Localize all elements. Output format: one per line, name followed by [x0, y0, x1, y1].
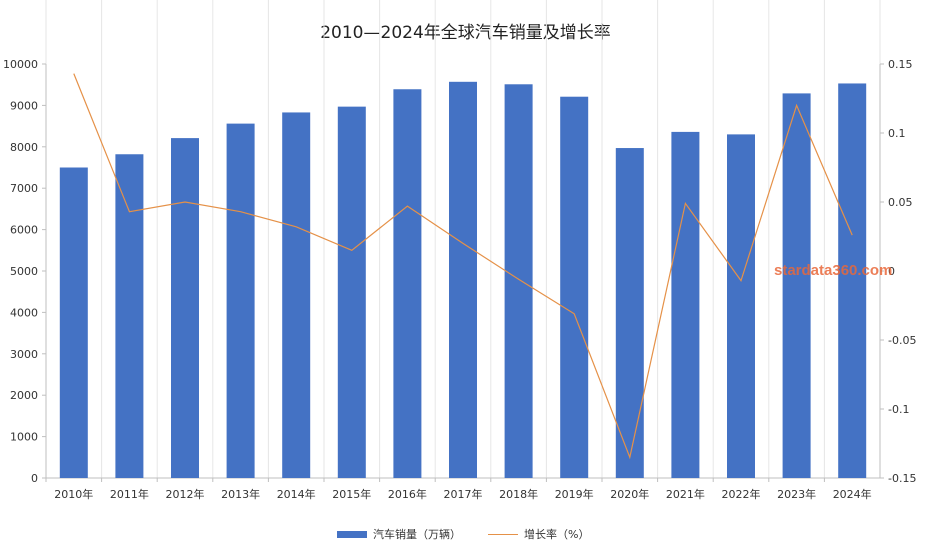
x-tick-label: 2017年 [444, 487, 483, 501]
bar [59, 167, 88, 478]
x-tick-label: 2019年 [555, 487, 594, 501]
y-left-tick-label: 3000 [10, 348, 38, 361]
bar [560, 96, 589, 479]
bar [393, 89, 422, 478]
bar [115, 154, 144, 478]
x-tick-label: 2024年 [833, 487, 872, 501]
bar [782, 93, 811, 479]
y-right-tick-label: -0.05 [888, 334, 916, 347]
y-left-tick-label: 5000 [10, 265, 38, 278]
legend-item-growth: 增长率（%） [488, 526, 589, 542]
bar [727, 134, 755, 478]
bar [615, 148, 644, 479]
y-right-tick-label: -0.15 [888, 472, 916, 485]
y-right-tick-label: 0 [888, 265, 895, 278]
line-series [73, 73, 853, 460]
x-tick-label: 2023年 [777, 487, 816, 501]
y-right-tick-label: 0.1 [888, 127, 906, 140]
watermark-text: stardata360.com [774, 262, 893, 279]
legend-line-swatch [488, 533, 518, 535]
x-tick-label: 2018年 [499, 487, 538, 501]
y-right-tick-label: -0.1 [888, 403, 909, 416]
bar-series [59, 81, 867, 479]
bar [226, 123, 255, 478]
y-left-tick-label: 2000 [10, 389, 38, 402]
bar [171, 138, 199, 478]
x-tick-label: 2016年 [388, 487, 427, 501]
x-tick-label: 2021年 [666, 487, 705, 501]
bar [337, 106, 366, 478]
chart-title: 2010—2024年全球汽车销量及增长率 [320, 23, 611, 43]
legend-label-sales: 汽车销量（万辆） [373, 528, 461, 541]
x-tick-label: 2012年 [166, 487, 205, 501]
y-left-tick-label: 6000 [10, 224, 38, 237]
y-right-tick-label: 0.15 [888, 58, 913, 71]
y-right-tick-label: 0.05 [888, 196, 913, 209]
bar [449, 81, 477, 478]
bar [504, 84, 533, 478]
x-tick-label: 2010年 [54, 487, 93, 501]
y-left-tick-label: 9000 [10, 99, 38, 112]
y-left-tick-label: 1000 [10, 431, 38, 444]
y-left-tick-label: 8000 [10, 141, 38, 154]
y-left-tick-label: 0 [31, 472, 38, 485]
tick-labels: 0 1000 2000 3000 4000 5000 6000 7000 8000 9000 100… [3, 58, 916, 501]
x-tick-label: 2015年 [332, 487, 371, 501]
x-tick-label: 2014年 [277, 487, 316, 501]
y-left-tick-label: 7000 [10, 182, 38, 195]
legend-item-sales: 汽车销量（万辆） [337, 526, 461, 542]
legend-label-growth: 增长率（%） [524, 528, 590, 541]
bar [282, 112, 311, 479]
y-left-tick-label: 4000 [10, 306, 38, 319]
y-left-tick-label: 10000 [3, 58, 38, 71]
x-tick-label: 2022年 [722, 487, 761, 501]
bar [838, 83, 867, 478]
x-tick-label: 2020年 [610, 487, 649, 501]
legend-bar-swatch [337, 530, 367, 538]
x-tick-label: 2013年 [221, 487, 260, 501]
x-tick-label: 2011年 [110, 487, 149, 501]
bar [671, 131, 700, 478]
